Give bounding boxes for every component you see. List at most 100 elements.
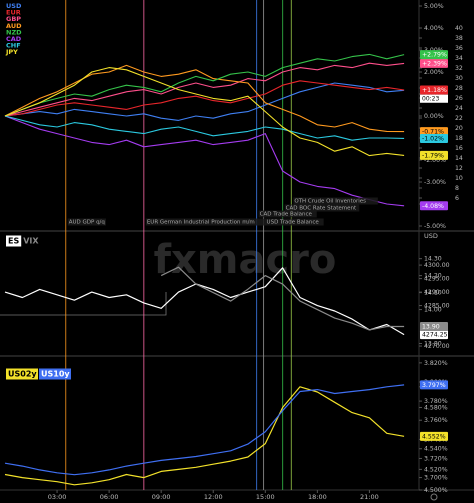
- y-tick-label: 14.30: [424, 256, 442, 263]
- series-line: [4, 62, 405, 117]
- series-line: [4, 386, 405, 486]
- series-line: [160, 266, 405, 331]
- y-tick-label: 4290.00: [424, 289, 450, 296]
- y-tick-label: 14: [455, 155, 463, 162]
- value-label: 4274.25: [422, 332, 448, 339]
- event-label-box: [265, 218, 324, 226]
- series-line: [4, 115, 405, 207]
- event-label-box: [284, 204, 360, 212]
- series-line: [4, 82, 405, 121]
- y-tick-label: 40: [455, 25, 463, 32]
- value-label: 4.552%: [422, 433, 446, 440]
- x-tick-label: 12:00: [204, 493, 223, 501]
- countdown: 00:23: [422, 95, 439, 102]
- y-tick-label: 24: [455, 105, 463, 112]
- x-tick-label: 03:00: [48, 493, 67, 501]
- event-label: CAD BOC Rate Statement: [286, 206, 357, 212]
- value-label-box: [420, 85, 448, 95]
- y-tick-label: 12: [455, 165, 463, 172]
- event-label-box: [293, 197, 378, 205]
- value-label-box: [420, 431, 448, 441]
- y-tick-label: 14.10: [424, 290, 442, 297]
- y-tick-label: 20: [455, 125, 463, 132]
- y-tick-label: 3.780%: [424, 398, 448, 405]
- value-label: +1.18%: [422, 87, 447, 94]
- legend-entry: GBP: [6, 15, 21, 23]
- y-tick-label: 30: [455, 75, 463, 82]
- legend-entry: CAD: [6, 35, 22, 43]
- y-tick-label: 4270.00: [424, 343, 450, 350]
- y-tick-label: 4.500%: [424, 487, 448, 494]
- x-tick-label: 09:00: [152, 493, 171, 501]
- y-tick-label: 16: [455, 145, 463, 152]
- value-label-box: [420, 201, 448, 211]
- event-label-box: [67, 218, 107, 226]
- y-tick-label: 4.520%: [424, 466, 448, 473]
- y-tick-label: 4295.00: [424, 276, 450, 283]
- y-tick-label: -2.00%: [424, 157, 446, 164]
- value-label-box: [420, 58, 448, 68]
- x-tick-label: 06:00: [100, 493, 119, 501]
- event-label: EUR German Industrial Production m/m: [147, 220, 255, 226]
- value-label-box: [420, 330, 448, 340]
- y-tick-label: 36: [455, 45, 463, 52]
- value-label: 3.797%: [422, 382, 446, 389]
- value-label: -4.08%: [422, 203, 444, 210]
- y-tick-label: 3.700%: [424, 475, 448, 482]
- event-label: OTH Crude Oil Inventories: [294, 199, 366, 205]
- axis-unit: USD: [424, 232, 438, 240]
- event-label: USD Trade Balance: [267, 220, 320, 226]
- value-label-box: [420, 133, 448, 143]
- range-box: [0, 292, 167, 316]
- event-label-box: [258, 210, 317, 218]
- series-line: [4, 384, 405, 476]
- series-line: [4, 80, 405, 117]
- event-label: CAD Trade Balance: [260, 212, 313, 218]
- value-label-box: [420, 50, 448, 60]
- legend-entry: EUR: [6, 9, 21, 17]
- y-tick-label: 22: [455, 115, 463, 122]
- x-tick-label: 18:00: [308, 493, 327, 501]
- y-tick-label: -3.00%: [424, 179, 446, 186]
- y-tick-label: 3.720%: [424, 455, 448, 462]
- legend-box: [39, 368, 71, 380]
- y-tick-label: 2.00%: [424, 69, 444, 76]
- y-tick-label: 13.80: [424, 341, 442, 348]
- y-tick-label: 4.540%: [424, 446, 448, 453]
- value-label: -1.02%: [422, 135, 444, 142]
- series-line: [4, 267, 405, 336]
- y-tick-label: 10: [455, 175, 463, 182]
- series-line: [4, 53, 405, 117]
- y-tick-label: 14.00: [424, 307, 442, 314]
- legend-entry: VIX: [23, 237, 39, 246]
- y-tick-label: 3.760%: [424, 417, 448, 424]
- legend-entry: AUD: [6, 22, 22, 30]
- countdown-box: [420, 94, 448, 103]
- y-tick-label: 14.20: [424, 273, 442, 280]
- x-tick-label: 15:00: [256, 493, 275, 501]
- event-label-box: [145, 218, 267, 226]
- series-line: [4, 67, 405, 157]
- y-tick-label: -5.00%: [424, 223, 446, 230]
- y-tick-label: 5.00%: [424, 3, 444, 10]
- value-label: -1.79%: [422, 152, 444, 159]
- value-label: 13.90: [422, 324, 440, 331]
- series-line: [4, 64, 405, 133]
- y-tick-label: 4285.00: [424, 303, 450, 310]
- legend-entry: NZD: [6, 28, 22, 36]
- y-tick-label: 3.820%: [424, 360, 448, 367]
- y-tick-label: 28: [455, 85, 463, 92]
- value-label-box: [420, 150, 448, 160]
- y-tick-label: 32: [455, 65, 463, 72]
- series-line: [4, 115, 405, 141]
- value-label-box: [420, 380, 448, 390]
- watermark: fxmacro: [154, 237, 337, 283]
- legend-entry: ES: [8, 237, 19, 246]
- value-label-box: [420, 322, 448, 332]
- legend-entry: US02y: [8, 370, 37, 379]
- event-label: AUD GDP q/q: [69, 220, 105, 226]
- settings-icon[interactable]: [430, 493, 438, 501]
